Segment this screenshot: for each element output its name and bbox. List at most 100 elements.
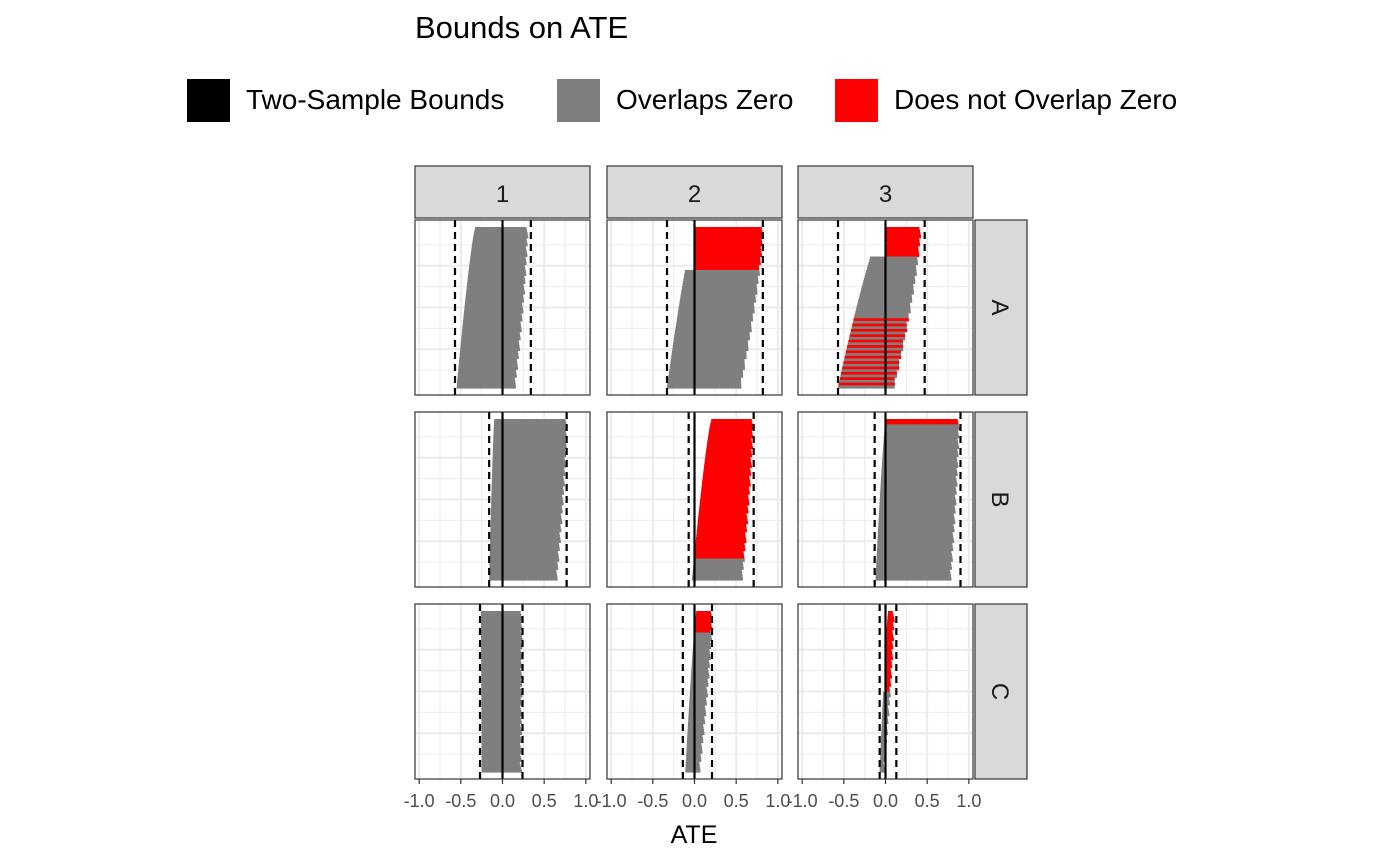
interval-bar <box>674 334 750 338</box>
interval-bar <box>670 361 745 365</box>
interval-bar <box>469 264 525 268</box>
interval-bar <box>684 272 760 276</box>
x-tick-label: 1.0 <box>956 791 981 811</box>
interval-bar <box>678 307 755 311</box>
interval-bar <box>880 483 958 487</box>
interval-bar <box>853 318 909 322</box>
interval-bar <box>692 574 743 578</box>
interval-bar <box>694 264 759 268</box>
interval-bar <box>689 699 707 703</box>
interval-bar <box>492 448 566 452</box>
interval-bar <box>690 686 707 690</box>
interval-bar <box>493 440 566 444</box>
interval-bar <box>885 667 891 671</box>
interval-bar <box>491 504 562 509</box>
interval-bar <box>671 355 747 360</box>
interval-bar <box>702 478 750 482</box>
interval-bar <box>694 240 763 244</box>
interval-bar <box>886 635 894 639</box>
interval-bar <box>697 520 748 525</box>
interval-bar <box>861 286 914 290</box>
interval-bar <box>876 555 953 560</box>
interval-bar <box>474 229 528 233</box>
interval-bar <box>694 267 760 271</box>
interval-bar <box>694 245 761 250</box>
interval-bar <box>877 545 953 549</box>
interval-bar <box>687 731 705 736</box>
interval-bar <box>884 429 958 434</box>
interval-bar <box>691 661 710 666</box>
interval-bar <box>701 488 750 493</box>
interval-bar <box>472 243 528 247</box>
interval-bar <box>692 571 743 576</box>
interval-bar <box>877 531 953 535</box>
x-tick-label: -1.0 <box>787 791 818 811</box>
interval-bar <box>465 299 524 303</box>
interval-bar <box>460 345 520 349</box>
interval-bar <box>869 259 918 263</box>
interval-bar <box>866 269 917 274</box>
interval-bar <box>881 737 887 741</box>
interval-bar <box>887 619 895 623</box>
interval-bar <box>886 624 894 628</box>
interval-bar <box>705 453 753 458</box>
interval-bar <box>480 621 521 626</box>
interval-bar <box>883 691 891 695</box>
interval-bar <box>489 574 558 578</box>
interval-bar <box>467 277 525 282</box>
interval-bar <box>881 475 956 479</box>
interval-bar <box>493 424 567 428</box>
interval-bar <box>885 686 890 690</box>
interval-bar <box>671 353 747 357</box>
interval-bar <box>464 310 524 314</box>
interval-bar <box>695 542 745 546</box>
interval-bar <box>885 672 892 676</box>
interval-bar <box>480 624 522 628</box>
interval-bar <box>880 742 886 746</box>
interval-bar <box>494 419 566 423</box>
interval-bar <box>865 272 917 276</box>
interval-bar <box>880 745 886 749</box>
interval-bar <box>885 675 892 679</box>
facet-label-col-1: 1 <box>496 181 509 208</box>
interval-bar <box>692 577 743 581</box>
interval-bar <box>491 478 564 482</box>
interval-bar <box>699 504 748 509</box>
interval-bar <box>696 529 747 533</box>
interval-bar <box>688 710 706 714</box>
facet-strip-col-3 <box>797 165 974 219</box>
interval-bar <box>846 347 904 352</box>
interval-bar <box>860 291 914 295</box>
interval-bar <box>708 435 754 439</box>
interval-bar <box>490 542 559 546</box>
interval-bar <box>678 304 755 309</box>
interval-bar <box>693 566 744 570</box>
interval-bar <box>667 382 742 386</box>
facet-label-row-C: C <box>986 683 1013 700</box>
interval-bar <box>467 275 525 279</box>
interval-bar <box>493 432 567 436</box>
interval-bar <box>867 264 916 268</box>
interval-bar <box>481 659 521 663</box>
interval-bar <box>703 467 751 471</box>
interval-bar <box>473 235 529 239</box>
interval-bar <box>491 483 565 487</box>
interval-bar <box>680 296 756 301</box>
interval-bar <box>706 448 752 452</box>
interval-bar <box>691 659 709 663</box>
interval-bar <box>880 491 957 495</box>
interval-bar <box>481 699 522 703</box>
interval-bar <box>492 469 565 474</box>
interval-bar <box>707 440 752 444</box>
x-tick-label: -0.5 <box>445 791 476 811</box>
interval-bar <box>689 704 705 709</box>
interval-bar <box>491 475 564 479</box>
interval-bar <box>885 243 921 247</box>
panel-A1 <box>414 219 591 396</box>
interval-bar <box>694 253 762 258</box>
interval-bar <box>878 512 954 517</box>
interval-bar <box>692 648 710 652</box>
interval-bar <box>681 291 758 295</box>
interval-bar <box>667 385 742 389</box>
interval-bar <box>490 531 560 535</box>
